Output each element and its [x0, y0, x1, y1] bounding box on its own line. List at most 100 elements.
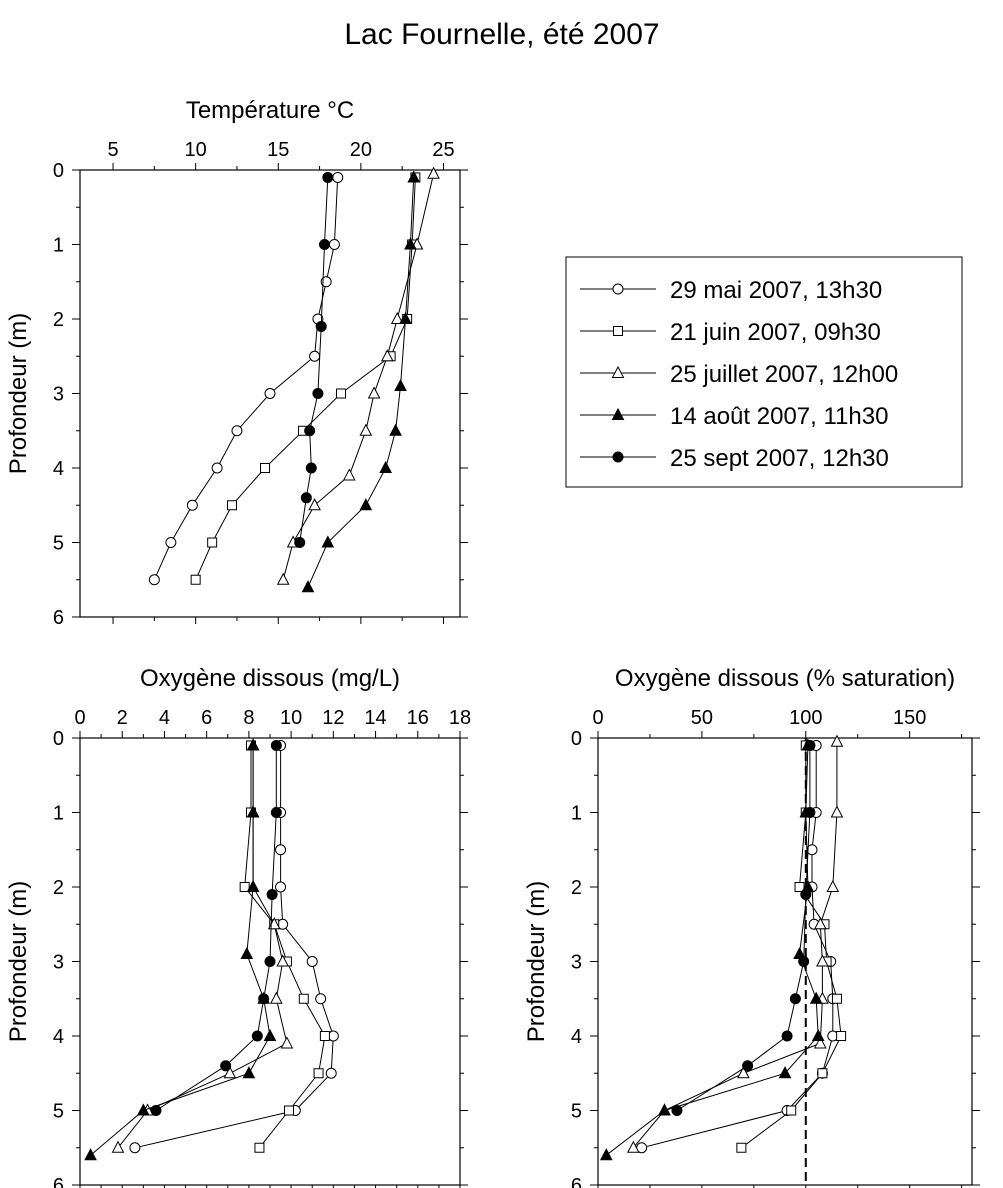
x-tick-label: 2	[117, 707, 128, 729]
data-point	[298, 993, 309, 1004]
data-point	[111, 1140, 125, 1153]
data-point	[315, 993, 327, 1005]
x-tick-label: 5	[107, 139, 118, 161]
y-tick-label: 3	[571, 952, 582, 974]
data-point	[817, 1068, 828, 1079]
legend-label: 21 juin 2007, 09h30	[670, 319, 881, 346]
legend-entry: 25 sept 2007, 12h30	[580, 445, 889, 472]
x-axis-title: Oxygène dissous (mg/L)	[140, 665, 400, 692]
y-axis-title: Profondeur (m)	[523, 881, 550, 1042]
data-point	[260, 463, 271, 473]
data-point	[242, 1066, 256, 1079]
series-line	[134, 745, 334, 1149]
data-point	[736, 1142, 747, 1153]
y-tick-label: 1	[53, 803, 64, 825]
series-4	[150, 739, 282, 1116]
x-tick-label: 100	[789, 707, 822, 729]
data-point	[342, 468, 356, 481]
data-point	[359, 498, 373, 511]
legend-marker	[611, 407, 625, 420]
series-line	[632, 741, 838, 1149]
data-point	[380, 349, 394, 362]
chart-title: Lac Fournelle, été 2007	[344, 18, 659, 51]
x-axis-title: Oxygène dissous (% saturation)	[615, 665, 955, 692]
data-point	[332, 171, 344, 183]
series-1	[190, 172, 421, 585]
data-point	[804, 739, 816, 751]
data-point	[737, 1066, 750, 1079]
series-line	[244, 745, 326, 1149]
data-point	[328, 239, 340, 250]
x-tick-label: 14	[364, 707, 386, 729]
data-point	[811, 1028, 825, 1041]
data-point	[207, 537, 218, 548]
data-point	[284, 1105, 294, 1116]
data-point	[294, 537, 306, 548]
data-point	[231, 425, 243, 437]
y-tick-label: 4	[53, 1026, 64, 1048]
data-point	[319, 1031, 330, 1041]
y-tick-label: 2	[53, 877, 64, 899]
data-point	[301, 580, 315, 593]
series-line	[741, 745, 842, 1149]
data-point	[246, 879, 260, 892]
y-tick-label: 5	[571, 1101, 582, 1123]
data-point	[264, 388, 276, 399]
data-point	[276, 572, 290, 585]
data-point	[390, 311, 404, 324]
data-point	[359, 423, 373, 436]
series-line	[605, 745, 819, 1156]
data-point	[264, 956, 276, 967]
data-point	[150, 1105, 162, 1116]
legend-entry: 14 août 2007, 11h30	[580, 403, 888, 430]
data-point	[190, 574, 201, 585]
series-line	[195, 177, 416, 581]
data-point	[275, 844, 287, 856]
data-point	[671, 1105, 683, 1116]
x-tick-label: 12	[322, 707, 344, 729]
legend-entry: 29 mai 2007, 13h30	[580, 277, 882, 304]
panel-oxygen-saturation: 0 50 100 150 0 1 2 3 4 5 6 Oxygène dissous (% satur…	[523, 665, 980, 1188]
y-axis-title: Profondeur (m)	[5, 313, 32, 474]
data-point	[786, 1105, 797, 1116]
legend-label: 29 mai 2007, 13h30	[670, 277, 882, 304]
data-point	[816, 954, 829, 967]
data-point	[394, 378, 407, 392]
data-point	[407, 170, 421, 183]
legend-marker	[612, 283, 624, 295]
data-point	[309, 350, 321, 362]
series-1	[736, 740, 847, 1153]
series-2	[276, 166, 440, 585]
data-point	[404, 237, 417, 250]
legend: 29 mai 2007, 13h30 21 juin 2007, 09h30 25 …	[565, 256, 963, 488]
data-point	[781, 1030, 793, 1042]
series-line	[117, 745, 288, 1149]
y-tick-label: 4	[571, 1026, 582, 1048]
data-point	[258, 993, 270, 1005]
data-point	[312, 388, 324, 399]
x-tick-label: 8	[243, 707, 254, 729]
data-point	[626, 1140, 640, 1153]
data-point	[778, 1066, 792, 1079]
data-point	[266, 888, 278, 900]
x-tick-label: 25	[432, 139, 454, 161]
x-tick-label: 50	[691, 707, 713, 729]
data-point	[308, 498, 321, 511]
legend-entry: 25 juillet 2007, 12h00	[580, 361, 898, 388]
data-point	[223, 1066, 237, 1079]
x-tick-label: 4	[159, 707, 170, 729]
data-point	[270, 807, 282, 818]
data-point	[789, 993, 801, 1005]
y-tick-label: 0	[53, 160, 64, 182]
data-point	[658, 1103, 671, 1116]
data-point	[336, 388, 347, 399]
data-point	[306, 956, 318, 967]
x-tick-label: 18	[449, 707, 471, 729]
y-tick-label: 4	[53, 458, 64, 480]
x-tick-label: 0	[592, 707, 603, 729]
series-3	[84, 738, 277, 1161]
data-point	[165, 537, 177, 548]
data-point	[280, 1036, 294, 1049]
data-point	[322, 171, 334, 183]
x-tick-label: 20	[350, 139, 372, 161]
